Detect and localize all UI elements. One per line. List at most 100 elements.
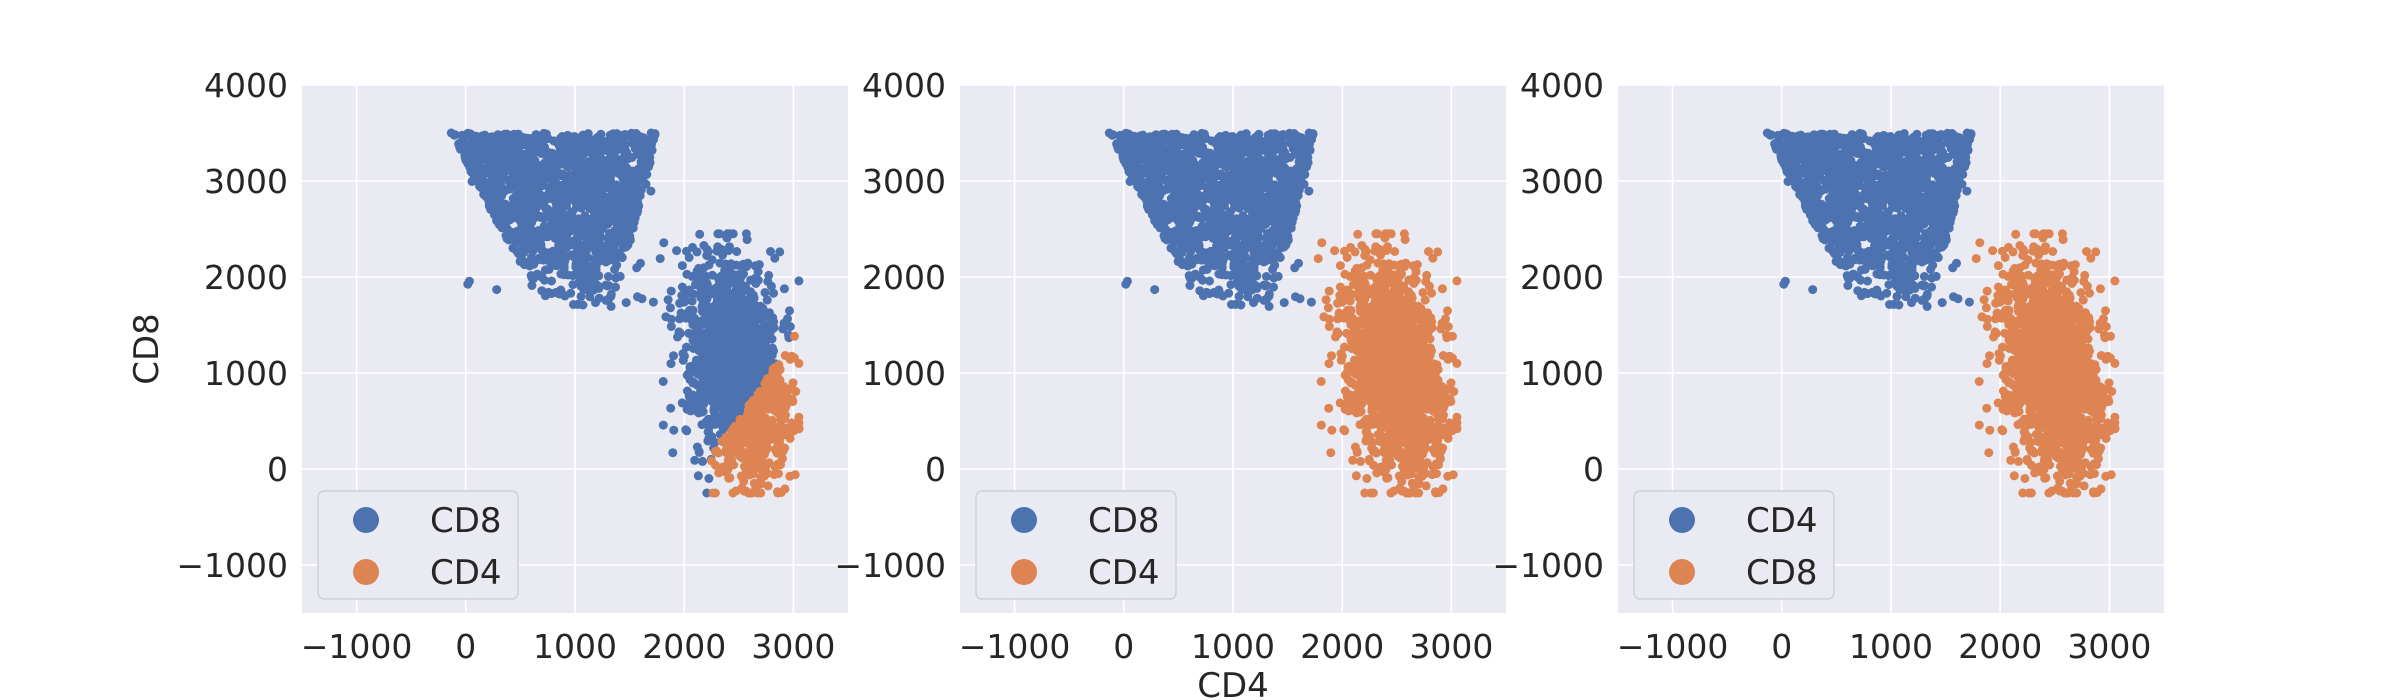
- point-cd8: [692, 442, 702, 452]
- point-cd8: [682, 426, 692, 436]
- point-cd4: [790, 470, 800, 480]
- point-cd8: [658, 420, 668, 430]
- point-cd4: [1452, 276, 1462, 286]
- point-cd8: [569, 190, 579, 200]
- point-cd8: [729, 361, 739, 371]
- point-cd8: [1285, 211, 1295, 221]
- y-axis-label: CD8: [127, 313, 167, 385]
- point-cd8: [1221, 162, 1231, 172]
- y-tick-label: 2000: [204, 258, 288, 297]
- point-cd8: [1135, 151, 1145, 161]
- y-tick-label: −1000: [176, 546, 288, 585]
- point-cd8: [1176, 155, 1186, 165]
- point-cd8: [1145, 132, 1155, 142]
- point-cd8: [637, 294, 647, 304]
- point-cd8: [1207, 259, 1217, 269]
- point-cd8: [527, 253, 536, 263]
- point-cd8: [559, 270, 569, 280]
- point-cd8: [1205, 276, 1214, 286]
- point-cd8: [591, 265, 601, 275]
- point-cd8: [1123, 163, 1133, 172]
- point-cd8: [1161, 224, 1171, 234]
- point-cd8: [677, 282, 687, 292]
- point-cd8: [1197, 160, 1207, 170]
- point-cd8: [1253, 151, 1263, 161]
- point-cd8: [560, 201, 570, 211]
- point-cd8: [603, 144, 613, 154]
- point-cd8: [1149, 198, 1159, 207]
- point-cd8: [719, 423, 729, 432]
- point-cd8: [631, 194, 641, 204]
- point-cd8: [477, 151, 487, 161]
- point-cd8: [536, 134, 546, 144]
- point-cd8: [559, 232, 569, 242]
- point-cd8: [492, 214, 502, 224]
- point-cd8: [563, 154, 573, 163]
- point-cd8: [496, 173, 506, 183]
- point-cd8: [729, 297, 739, 307]
- point-cd8: [1231, 250, 1241, 260]
- point-cd8: [597, 170, 607, 180]
- point-cd8: [1144, 159, 1153, 169]
- point-cd8: [1107, 130, 1117, 140]
- point-cd4: [755, 464, 765, 474]
- point-cd8: [543, 149, 553, 159]
- point-cd8: [1230, 268, 1240, 278]
- point-cd8: [618, 130, 627, 140]
- point-cd8: [1239, 158, 1249, 168]
- point-cd8: [540, 265, 550, 275]
- point-cd8: [568, 280, 578, 290]
- point-cd4: [777, 454, 787, 464]
- point-cd4: [782, 400, 792, 410]
- point-cd8: [1150, 214, 1160, 224]
- point-cd4: [736, 424, 746, 433]
- point-cd8: [1188, 194, 1198, 204]
- point-cd8: [549, 230, 559, 240]
- point-cd8: [593, 216, 603, 226]
- point-cd8: [549, 259, 559, 269]
- point-cd4: [728, 429, 738, 439]
- point-cd8: [674, 327, 684, 337]
- point-cd8: [1242, 224, 1252, 234]
- point-cd8: [679, 351, 689, 361]
- point-cd8: [627, 211, 637, 221]
- point-cd8: [737, 377, 746, 387]
- point-cd8: [557, 289, 567, 299]
- point-cd8: [547, 276, 556, 286]
- point-cd8: [1252, 205, 1261, 215]
- point-cd8: [731, 260, 741, 270]
- point-cd8: [566, 146, 576, 156]
- point-cd8: [758, 336, 768, 346]
- point-cd8: [1262, 206, 1272, 216]
- point-cd8: [604, 159, 614, 169]
- point-cd8: [1262, 252, 1272, 261]
- legend-label-cd4: CD4: [430, 553, 502, 593]
- point-cd8: [513, 129, 523, 139]
- point-cd8: [467, 177, 477, 186]
- point-cd8: [1261, 272, 1271, 281]
- point-cd8: [612, 188, 621, 198]
- point-cd8: [601, 280, 611, 290]
- point-cd8: [571, 259, 581, 269]
- point-cd8: [1237, 200, 1247, 210]
- point-cd4: [752, 488, 762, 498]
- point-cd8: [697, 420, 707, 430]
- point-cd8: [693, 471, 703, 481]
- point-cd8: [503, 224, 513, 234]
- point-cd8: [595, 256, 605, 266]
- point-cd8: [714, 229, 724, 239]
- point-cd8: [527, 158, 537, 168]
- point-cd8: [700, 328, 710, 338]
- point-cd8: [695, 229, 705, 239]
- point-cd8: [728, 229, 738, 239]
- point-cd8: [718, 375, 728, 385]
- point-cd8: [530, 194, 540, 204]
- point-cd8: [1185, 158, 1195, 168]
- point-cd8: [1162, 134, 1172, 144]
- point-cd8: [644, 162, 654, 172]
- x-tick-label: 0: [455, 627, 476, 666]
- point-cd8: [622, 163, 632, 173]
- point-cd8: [619, 212, 629, 222]
- point-cd8: [1217, 232, 1227, 242]
- point-cd8: [527, 214, 537, 224]
